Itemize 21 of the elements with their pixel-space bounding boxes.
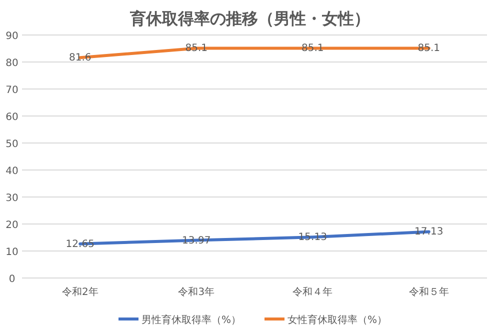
legend-label: 女性育休取得率（%） — [288, 314, 388, 326]
y-tick-label: 70 — [6, 85, 18, 96]
chart-title: 育休取得率の推移（男性・女性） — [129, 9, 370, 28]
y-tick-label: 90 — [6, 31, 18, 42]
x-tick-label: 令和５年 — [408, 286, 449, 298]
y-tick-label: 10 — [6, 247, 18, 258]
data-label: 17.13 — [414, 226, 444, 238]
data-label: 85.1 — [418, 43, 440, 54]
y-tick-label: 80 — [6, 58, 18, 69]
y-tick-label: 20 — [6, 220, 18, 231]
y-tick-label: 0 — [8, 274, 16, 285]
y-tick-label: 50 — [6, 139, 18, 150]
x-tick-label: 令和４年 — [292, 286, 333, 298]
legend-label: 男性育休取得率（%） — [142, 314, 242, 326]
data-label: 12.65 — [66, 238, 94, 250]
x-tick-label: 令和2年 — [62, 286, 98, 298]
y-tick-label: 30 — [6, 193, 18, 204]
y-tick-label: 40 — [6, 166, 18, 177]
y-tick-label: 60 — [6, 112, 18, 123]
data-label: 81.6 — [68, 52, 92, 64]
x-tick-label: 令和3年 — [178, 286, 215, 298]
